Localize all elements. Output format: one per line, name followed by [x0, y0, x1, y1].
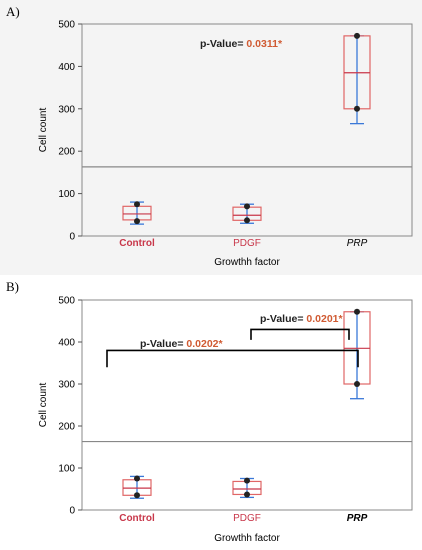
box-control [122, 475, 152, 499]
y-tick-label: 200 [58, 147, 75, 158]
panel-a-label: A) [6, 4, 20, 19]
data-point [244, 217, 250, 224]
y-tick-label: 300 [58, 380, 75, 391]
p-value-annotation: p-Value= 0.0201* [260, 313, 344, 325]
box-control [122, 201, 152, 225]
bracket-pdgf-prp [250, 328, 350, 340]
data-point [244, 491, 250, 498]
data-point [244, 477, 250, 484]
category-label-control: Control [119, 513, 155, 524]
x-axis-title: Growthh factor [214, 257, 280, 268]
data-point [354, 105, 360, 112]
p-value-number: 0.0202* [186, 338, 223, 350]
data-point [354, 308, 360, 315]
p-value-number: 0.0201* [306, 313, 343, 325]
category-label-pdgf: PDGF [233, 238, 261, 249]
y-tick-label: 200 [58, 422, 75, 433]
boxplot-b: 0 100 200 300 400 500 Cell count Growthh factor… [38, 296, 413, 544]
data-point [354, 381, 360, 387]
box-prp [343, 308, 371, 400]
p-value-prefix: p-Value= [260, 313, 306, 325]
y-tick-label: 500 [58, 20, 75, 31]
y-axis-title: Cell count [38, 383, 49, 428]
x-axis-title: Growthh factor [214, 533, 280, 544]
box-pdgf [232, 203, 262, 224]
y-axis-title: Cell count [38, 108, 49, 153]
y-tick-label: 300 [58, 104, 75, 115]
panel-b: B) 0 100 200 300 400 500 Cell count Growthh fac… [0, 275, 422, 550]
y-tick-label: 400 [58, 338, 75, 349]
boxplot-a: 0 100 200 300 400 500 Cell count Growthh factor… [38, 20, 413, 268]
panel-b-label: B) [6, 279, 19, 294]
data-point [134, 201, 140, 208]
data-point [134, 475, 140, 482]
p-value-annotation: p-Value= 0.0202* [140, 338, 224, 350]
y-tick-label: 400 [58, 62, 75, 73]
p-value-number: 0.0311* [246, 38, 283, 50]
p-value-prefix: p-Value= [140, 338, 186, 350]
y-tick-label: 100 [58, 189, 75, 200]
panel-a: A) 0 100 200 300 400 500 Cell count Growthh fac… [0, 0, 422, 275]
y-tick-label: 100 [58, 464, 75, 475]
box-prp [343, 32, 371, 125]
category-label-control: Control [119, 238, 155, 249]
y-tick-label: 0 [69, 232, 75, 243]
category-label-prp: PRP [347, 238, 368, 249]
y-tick-label: 0 [69, 506, 75, 517]
data-point [244, 203, 250, 210]
bracket-control-prp [106, 349, 359, 368]
y-tick-label: 500 [58, 296, 75, 307]
category-label-prp: PRP [347, 513, 368, 524]
data-point [134, 218, 140, 225]
data-point [354, 32, 360, 39]
category-label-pdgf: PDGF [233, 513, 261, 524]
box-pdgf [232, 477, 262, 499]
data-point [134, 492, 140, 499]
p-value-prefix: p-Value= [200, 38, 246, 50]
p-value-annotation: p-Value= 0.0311* [200, 38, 283, 50]
